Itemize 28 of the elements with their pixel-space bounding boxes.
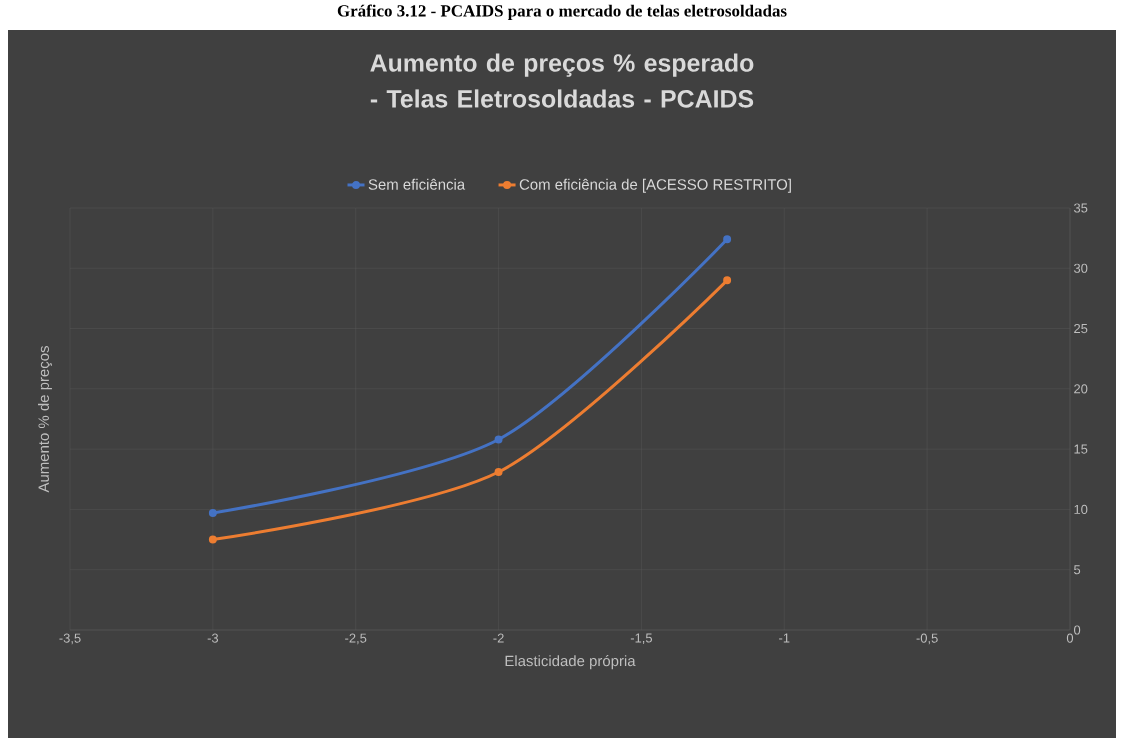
- point: [494, 435, 503, 444]
- y-tick-label: 20: [1074, 384, 1088, 394]
- x-tick-label: -3,5: [59, 633, 81, 645]
- point: [494, 468, 503, 477]
- x-tick-label: 0: [1066, 633, 1074, 643]
- y-tick-label: 5: [1074, 565, 1081, 575]
- text: Gráfico 3.12 - PCAIDS para o mercado de telas eletrosoldadas: [337, 4, 787, 21]
- y-tick-label: 10: [1074, 504, 1088, 514]
- point: [723, 276, 732, 285]
- y-tick-label: 30: [1073, 263, 1088, 273]
- x-tick-label: -0,5: [916, 633, 938, 645]
- y-tick-label: 15: [1074, 444, 1088, 454]
- x-tick-label: -1,5: [630, 633, 653, 645]
- y-tick-label: 35: [1073, 203, 1088, 213]
- x-tick-label: -2,5: [345, 633, 367, 645]
- chart-title: Aumento de preços % esperado - Telas Eletrosoldadas - PCAIDS: [370, 53, 754, 108]
- x-axis-title: Elasticidade própria: [505, 655, 636, 670]
- point: [723, 235, 732, 244]
- point: [208, 535, 217, 544]
- x-tick-label: -1: [779, 633, 790, 643]
- legend-label: Sem eficiência: [368, 178, 466, 190]
- legend-label: Com eficiência de [ACESSO RESTRITO]: [519, 178, 791, 193]
- y-tick-label: 25: [1074, 323, 1088, 334]
- point: [208, 509, 217, 518]
- x-tick-label: -2: [493, 633, 504, 643]
- y-tick-label: 0: [1073, 625, 1081, 635]
- x-tick-label: -3: [207, 633, 219, 643]
- y-axis-title: Aumento % de preços: [38, 346, 53, 493]
